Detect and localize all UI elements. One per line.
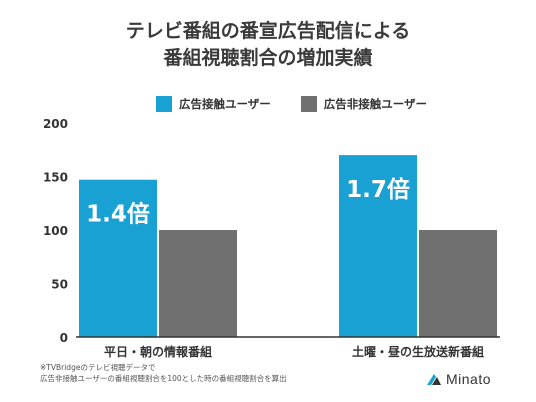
legend-item-contact: 広告接触ユーザー [156,96,271,112]
footnote-line2: 広告非接触ユーザーの番組視聴割合を100とした時の番組視聴割合を算出 [40,374,287,383]
y-tick-label-0: 0 [60,331,68,345]
y-tick-label-2: 100 [43,224,68,238]
legend-swatch-contact [156,96,172,112]
bar-annotation-0: 1.4倍 [86,201,150,228]
y-tick-label-1: 50 [51,278,68,292]
bar-contact-0 [79,179,157,337]
bar-annotation-1: 1.7倍 [346,176,410,203]
x-category-label-1: 土曜・昼の生放送新番組 [352,344,484,359]
legend-swatch-noncontact [300,96,317,112]
legend-item-noncontact: 広告非接触ユーザー [300,96,428,112]
logo: Minato [426,371,491,387]
footnote-line1: ※TVBridgeのテレビ視聴データで [40,363,156,372]
footnote: ※TVBridgeのテレビ視聴データで 広告非接触ユーザーの番組視聴割合を100… [40,362,287,384]
bar-noncontact-1 [419,230,497,337]
logo-text: Minato [446,371,492,387]
legend: 広告接触ユーザー 広告非接触ユーザー [156,96,457,112]
y-tick-label-3: 150 [43,171,68,185]
bar-noncontact-0 [159,230,237,337]
legend-label-noncontact: 広告非接触ユーザー [323,97,428,111]
chart-title: テレビ番組の番宣広告配信による 番組視聴割合の増加実績 [0,18,536,72]
bar-contact-1 [339,155,417,337]
minato-logo-icon [427,374,441,385]
y-tick-label-4: 200 [43,117,68,131]
chart-title-line1: テレビ番組の番宣広告配信による [125,20,411,42]
x-category-label-0: 平日・朝の情報番組 [104,344,212,359]
chart-title-line2: 番組視聴割合の増加実績 [163,47,373,69]
legend-label-contact: 広告接触ユーザー [179,97,271,111]
